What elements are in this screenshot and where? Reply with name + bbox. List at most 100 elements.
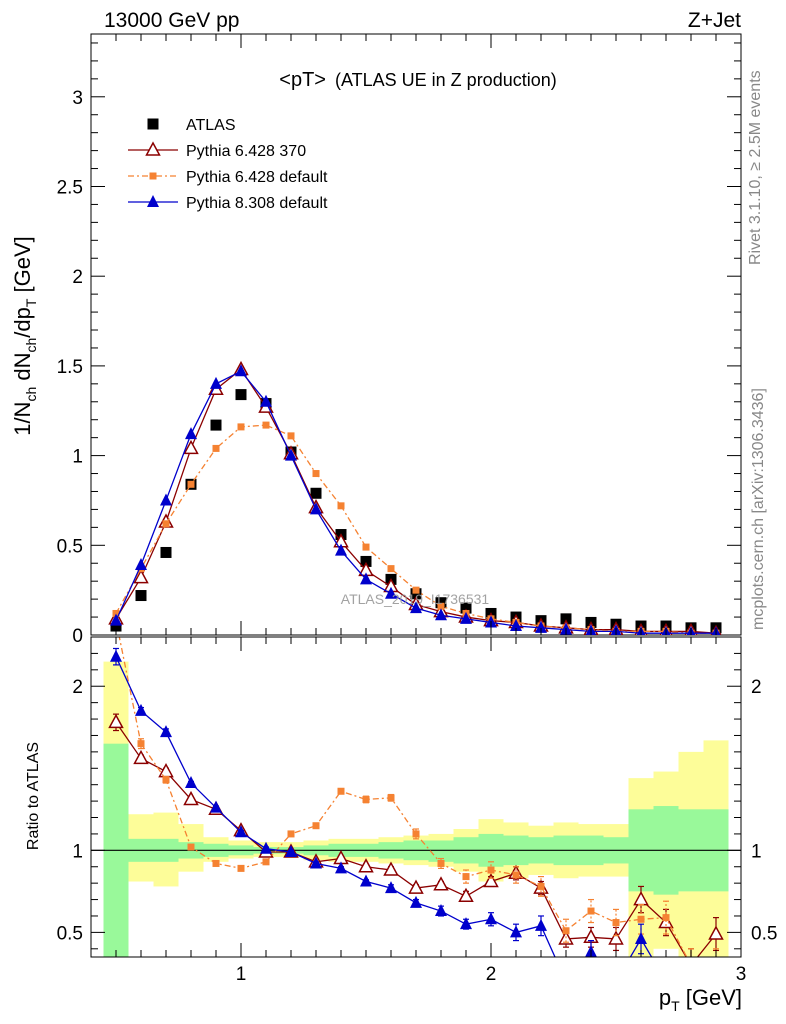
legend-marker	[149, 172, 157, 180]
main-ylabel: 1/Nch dNch/dpT [GeV]	[10, 236, 39, 436]
data-point	[412, 586, 420, 594]
ratio-point	[635, 931, 647, 944]
ratio-point	[358, 858, 374, 873]
ratio-point	[185, 776, 197, 789]
ratio-point	[312, 822, 320, 830]
ratio-point	[560, 975, 572, 987]
ratio-point	[262, 858, 270, 866]
ratio-point	[108, 713, 124, 729]
legend-entry-0: ATLAS	[147, 117, 236, 134]
data-point	[410, 601, 422, 614]
plot-subtitle: (ATLAS UE in Z production)	[335, 70, 557, 90]
data-point	[510, 619, 522, 632]
ratio-ylabel: Ratio to ATLAS	[25, 742, 42, 850]
data-point	[212, 444, 220, 452]
header-right: Z+Jet	[688, 9, 741, 32]
ratio-series-1	[118, 637, 720, 969]
legend: ATLAS Pythia 6.428 370 Pythia 6.428 defaul…	[128, 117, 328, 212]
x-tick-label: 3	[736, 964, 747, 985]
ratio-point	[160, 725, 172, 738]
data-point	[460, 602, 472, 614]
data-point	[410, 588, 422, 600]
ratio-point	[287, 830, 295, 838]
ratio-point	[690, 956, 692, 957]
ratio-point	[408, 879, 424, 894]
data-point	[187, 480, 195, 488]
data-point	[337, 502, 345, 510]
ratio-plot: 0.5 0.5 1 1 2 2 1 2 3	[57, 636, 777, 987]
data-point	[387, 565, 395, 573]
ratio-point	[362, 795, 370, 803]
legend-entry-2: Pythia 6.428 default	[128, 169, 328, 186]
rivet-label: Rivet 3.1.10, ≥ 2.5M events	[747, 70, 764, 265]
data-point	[285, 448, 297, 461]
ratio-point	[385, 881, 397, 894]
y-tick-label: 0.5	[57, 536, 83, 557]
data-point	[360, 572, 372, 585]
data-point	[435, 597, 447, 609]
ratio-y-tick-label: 1	[72, 841, 83, 862]
data-point	[385, 586, 397, 599]
ratio-point	[285, 844, 297, 857]
data-point	[110, 613, 122, 626]
ratio-point	[612, 919, 620, 927]
legend-marker	[147, 195, 159, 207]
header-left: 13000 GeV pp	[104, 9, 239, 32]
ratio-bands	[103, 661, 729, 957]
data-point	[235, 389, 247, 401]
y-tick-label: 2.5	[57, 177, 83, 198]
ratio-line	[118, 637, 688, 957]
ratio-point	[713, 962, 720, 969]
ratio-point	[410, 895, 422, 908]
data-point	[460, 611, 472, 624]
data-point	[160, 493, 172, 506]
ratio-point	[512, 871, 520, 879]
x-tick-label: 1	[236, 964, 247, 985]
ratio-y-tick-label-right: 0.5	[751, 923, 777, 944]
ratio-point	[210, 800, 222, 813]
ratio-point	[412, 830, 420, 838]
ratio-point	[708, 925, 724, 940]
ratio-point	[310, 856, 322, 869]
data-point	[435, 608, 447, 621]
data-point	[560, 613, 572, 625]
data-point	[235, 364, 247, 377]
data-point	[360, 555, 372, 567]
ratio-y-tick-label: 2	[72, 677, 83, 698]
ratio-point	[483, 872, 499, 888]
mcplots-label: mcplots.cern.ch [arXiv:1306.3436]	[750, 388, 767, 630]
ratio-point	[383, 861, 399, 876]
band-inner	[428, 840, 454, 862]
ratio-point	[162, 776, 170, 784]
data-point	[135, 558, 147, 571]
data-point	[133, 569, 149, 584]
y-tick-label: 1.5	[57, 357, 83, 378]
ratio-point	[135, 703, 147, 716]
plot-title: <pT> (ATLAS UE in Z production)	[279, 69, 556, 91]
data-point	[312, 470, 320, 478]
ratio-point	[183, 790, 199, 806]
y-tick-label: 3	[72, 88, 83, 109]
data-point	[112, 609, 120, 617]
data-point	[535, 620, 547, 633]
data-point	[260, 394, 272, 407]
ratio-y-tick-label-right: 2	[751, 677, 762, 698]
ratio-point	[212, 859, 220, 867]
y-tick-label: 2	[72, 267, 83, 288]
ratio-point	[387, 794, 395, 802]
ratio-point	[587, 907, 595, 915]
data-point	[135, 590, 147, 602]
ratio-line	[115, 656, 653, 957]
ratio-point	[535, 918, 547, 931]
ratio-point	[637, 915, 645, 923]
data-point	[160, 546, 172, 558]
ratio-point	[462, 873, 470, 881]
main-plot: 0 0.5 1 1.5 2 2.5 3	[57, 33, 742, 647]
ratio-point	[110, 649, 122, 662]
data-point	[162, 520, 170, 528]
data-point	[287, 432, 295, 440]
data-point	[210, 419, 222, 431]
ratio-point	[662, 914, 670, 922]
ratio-point	[437, 859, 445, 867]
ratio-point	[337, 787, 345, 795]
